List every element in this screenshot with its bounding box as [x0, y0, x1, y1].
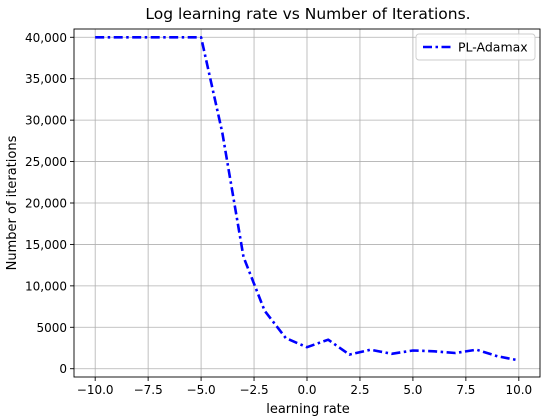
- y-axis-ticks: 0 5000 10,000 15,000 20,000 25,000 30,000 35,00…: [25, 31, 74, 376]
- y-tick-label: 15,000: [25, 238, 67, 252]
- x-tick-label: −2.5: [239, 383, 268, 397]
- y-tick-label: 10,000: [25, 279, 67, 293]
- y-tick-label: 40,000: [25, 31, 67, 45]
- x-axis-ticks: −10.0 −7.5 −5.0 −2.5 0.0 2.5 5.0 7.5 10.0: [77, 377, 532, 397]
- x-tick-label: 5.0: [403, 383, 422, 397]
- y-tick-label: 30,000: [25, 114, 67, 128]
- legend: PL-Adamax: [415, 33, 536, 61]
- x-tick-label: −7.5: [134, 383, 163, 397]
- y-tick-label: 25,000: [25, 155, 67, 169]
- legend-label: PL-Adamax: [458, 40, 528, 55]
- legend-box: [415, 33, 536, 61]
- y-tick-label: 5000: [36, 321, 67, 335]
- x-tick-label: −10.0: [77, 383, 114, 397]
- x-axis-label: learning rate: [266, 402, 350, 417]
- x-tick-label: 0.0: [297, 383, 316, 397]
- series-layer: [95, 35, 520, 362]
- y-tick-label: 20,000: [25, 197, 67, 211]
- x-tick-label: −5.0: [187, 383, 216, 397]
- chart-title: Log learning rate vs Number of Iteration…: [145, 5, 470, 23]
- x-tick-label: 2.5: [350, 383, 369, 397]
- y-axis-label: Number of iterations: [5, 135, 20, 270]
- grid: [74, 29, 540, 377]
- x-tick-label: 10.0: [505, 383, 532, 397]
- y-tick-label: 0: [59, 362, 67, 376]
- x-tick-label: 7.5: [456, 383, 475, 397]
- y-tick-label: 35,000: [25, 72, 67, 86]
